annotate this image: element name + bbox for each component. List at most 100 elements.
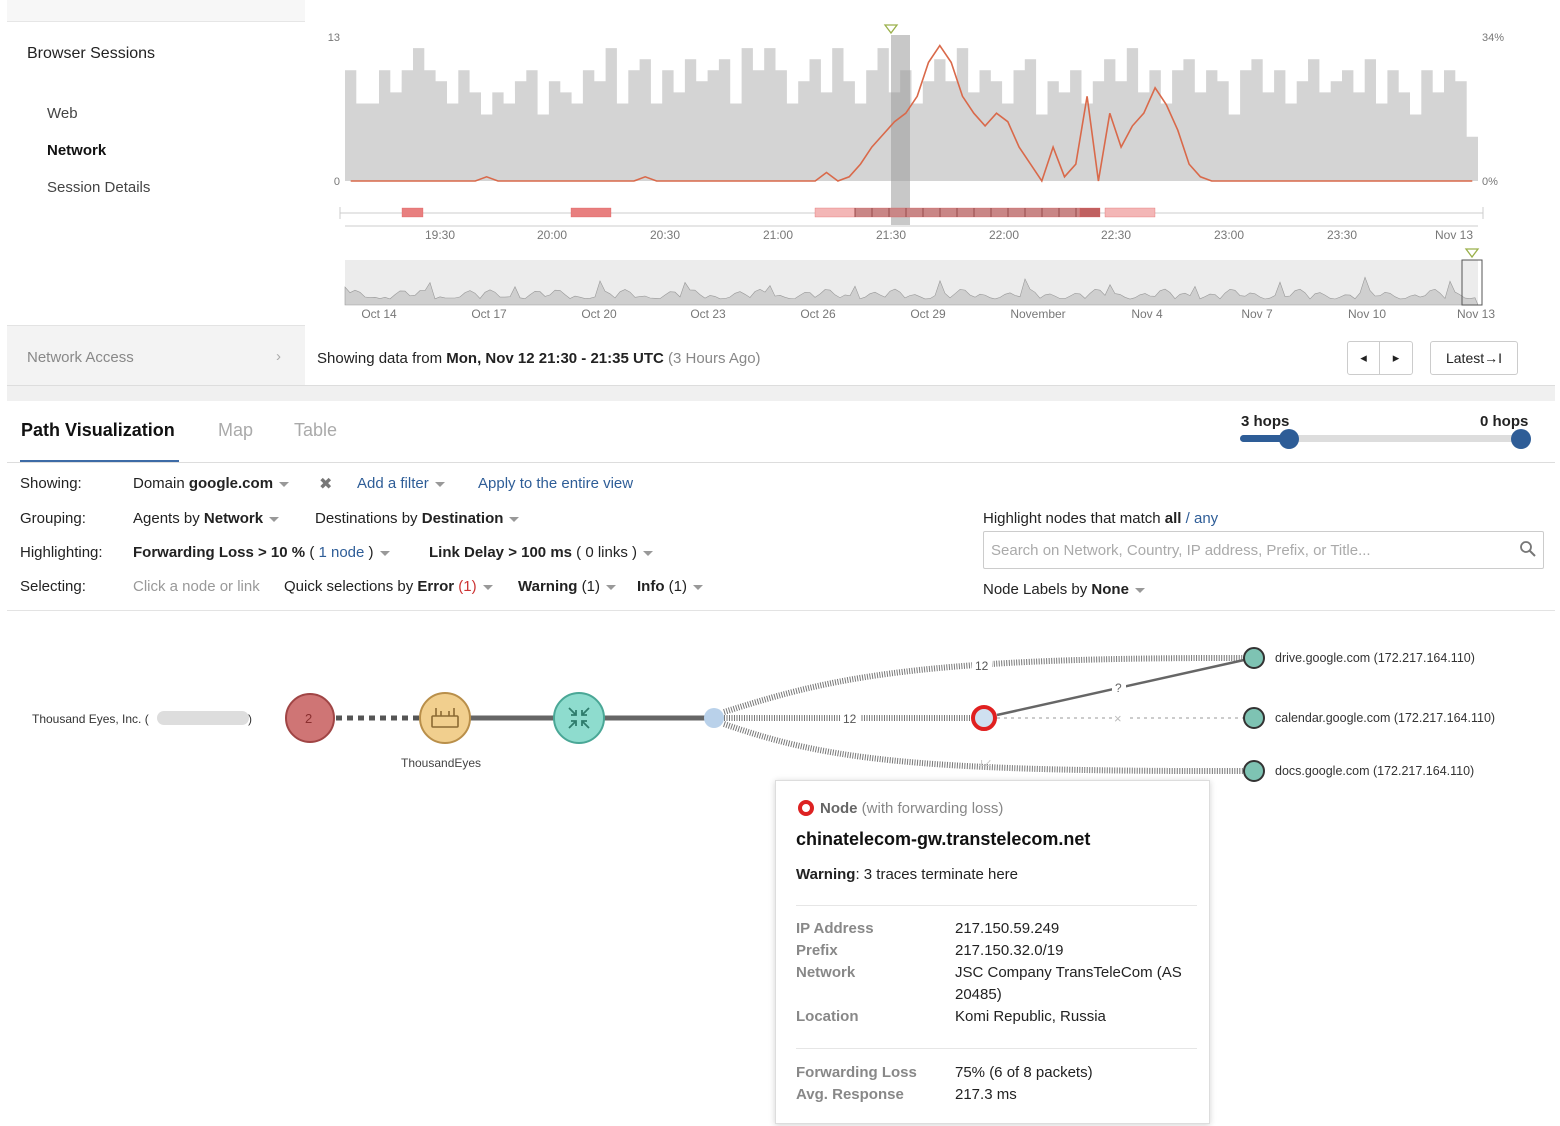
tooltip-divider bbox=[796, 905, 1197, 906]
chevron-down-icon bbox=[605, 584, 616, 590]
forwarding-loss-node[interactable] bbox=[971, 705, 997, 731]
chevron-down-icon bbox=[693, 584, 704, 590]
chevron-down-icon bbox=[434, 481, 445, 487]
chevron-down-icon bbox=[269, 516, 280, 522]
x-tick-label: 23:00 bbox=[1214, 228, 1244, 242]
router-node[interactable] bbox=[419, 692, 471, 744]
latest-button[interactable]: Latest→I bbox=[1430, 341, 1518, 375]
label-bg bbox=[1112, 680, 1126, 694]
y-right-max-label: 34% bbox=[1482, 32, 1504, 44]
info-count: (1) bbox=[668, 578, 688, 595]
tooltip-warning: Warning: 3 traces terminate here bbox=[796, 866, 1018, 883]
add-filter-button[interactable]: Add a filter bbox=[357, 475, 445, 492]
selected-marker-icon bbox=[883, 24, 899, 35]
destinations-grouping-dropdown[interactable]: Destinations by Destination bbox=[315, 510, 520, 527]
tooltip-type: Node bbox=[820, 800, 858, 817]
match-any-link[interactable]: any bbox=[1193, 510, 1219, 527]
highlight-search-input[interactable] bbox=[984, 532, 1504, 568]
add-filter-label: Add a filter bbox=[357, 475, 429, 492]
destination-node-calendar[interactable] bbox=[1243, 707, 1265, 729]
quick-prefix: Quick selections by bbox=[284, 578, 414, 595]
warning-count: (1) bbox=[581, 578, 600, 595]
agent-label: Thousand Eyes, Inc. ( bbox=[32, 712, 149, 726]
y-right-min-label: 0% bbox=[1482, 176, 1498, 188]
node-labels-dropdown[interactable]: Node Labels by None bbox=[983, 581, 1145, 598]
overview-window[interactable] bbox=[1461, 259, 1483, 306]
hops-slider-left-handle[interactable] bbox=[1279, 429, 1299, 449]
destination-label-drive: drive.google.com (172.217.164.110) bbox=[1275, 651, 1475, 665]
agents-grouping-dropdown[interactable]: Agents by Network bbox=[133, 510, 280, 527]
tab-path-visualization[interactable]: Path Visualization bbox=[21, 420, 175, 440]
domain-filter-dropdown[interactable]: Domain google.com bbox=[133, 475, 290, 492]
showing-prefix: Showing data from bbox=[317, 350, 447, 367]
hops-slider-right-handle[interactable] bbox=[1511, 429, 1531, 449]
domain-value: google.com bbox=[188, 475, 274, 492]
tab-table[interactable]: Table bbox=[294, 420, 338, 440]
timeline-chart[interactable]: 13 0 34% 0% 19:30 20:00 20:30 21:00 21:30 22:00 22… bbox=[305, 0, 1555, 385]
sidebar-item-web[interactable]: Web bbox=[47, 105, 78, 122]
search-icon[interactable] bbox=[1519, 540, 1537, 558]
tooltip-type-note: (with forwarding loss) bbox=[861, 800, 1004, 817]
tooltip-ip-label: IP Address bbox=[796, 920, 874, 937]
sidebar-item-session-details[interactable]: Session Details bbox=[47, 179, 151, 196]
link-delay-dropdown[interactable]: Link Delay > 100 ms ( 0 links ) bbox=[429, 544, 654, 561]
alert-segment[interactable] bbox=[401, 207, 424, 218]
fwd-count-link[interactable]: 1 node bbox=[318, 544, 365, 561]
tooltip-fwd-value: 75% (6 of 8 packets) bbox=[955, 1064, 1093, 1081]
overview-tick-label: Oct 23 bbox=[690, 307, 726, 321]
remove-filter-icon[interactable]: ✖ bbox=[319, 476, 333, 493]
sidebar-item-network[interactable]: Network bbox=[47, 142, 107, 159]
match-prefix: Highlight nodes that match bbox=[983, 510, 1161, 527]
alert-segment[interactable] bbox=[570, 207, 612, 218]
hops-right-label: 0 hops bbox=[1480, 413, 1529, 430]
destination-node-drive[interactable] bbox=[1243, 647, 1265, 669]
router-icon bbox=[431, 708, 459, 728]
node-labels-value: None bbox=[1091, 581, 1129, 598]
overview-marker-icon bbox=[1464, 248, 1480, 259]
x-tick-label: 19:30 bbox=[425, 228, 455, 242]
overview-tick-label: Oct 17 bbox=[471, 307, 507, 321]
dest-prefix: Destinations by bbox=[315, 510, 418, 527]
quick-select-error-dropdown[interactable]: Quick selections by Error (1) bbox=[284, 578, 493, 595]
hops-slider-track[interactable] bbox=[1240, 435, 1523, 442]
sidebar-item-network-access[interactable]: Network Access › bbox=[7, 325, 305, 387]
forwarding-loss-dropdown[interactable]: Forwarding Loss > 10 % ( 1 node ) bbox=[133, 544, 390, 561]
agent-count: 2 bbox=[305, 711, 312, 726]
chevron-down-icon bbox=[509, 516, 520, 522]
error-label: Error bbox=[417, 578, 455, 595]
showing-range-value: Mon, Nov 12 21:30 - 21:35 UTC bbox=[446, 350, 664, 367]
link-hub-to-drive[interactable] bbox=[723, 654, 1245, 715]
match-all[interactable]: all bbox=[1164, 510, 1182, 527]
tooltip-prefix-label: Prefix bbox=[796, 942, 838, 959]
alert-segment[interactable] bbox=[1104, 207, 1156, 218]
domain-prefix: Domain bbox=[133, 475, 185, 492]
y-left-min-label: 0 bbox=[334, 176, 340, 188]
tab-map[interactable]: Map bbox=[218, 420, 254, 440]
highlight-match-selector: Highlight nodes that match all / any bbox=[983, 510, 1218, 527]
chevron-down-icon bbox=[279, 481, 290, 487]
alert-segment[interactable] bbox=[1079, 207, 1101, 218]
label-bg bbox=[840, 711, 860, 725]
fwd-count-close: ) bbox=[368, 544, 374, 561]
x-tick-label: Nov 13 bbox=[1435, 228, 1473, 242]
destination-node-docs[interactable] bbox=[1243, 760, 1265, 782]
selected-interval-band[interactable] bbox=[891, 35, 910, 225]
x-marker: × bbox=[1114, 711, 1122, 726]
alert-segment[interactable] bbox=[814, 207, 856, 218]
node-labels-prefix: Node Labels by bbox=[983, 581, 1088, 598]
quick-select-info-dropdown[interactable]: Info (1) bbox=[637, 578, 704, 595]
aggregation-node[interactable] bbox=[704, 708, 724, 728]
overview-tick-label: Oct 26 bbox=[800, 307, 836, 321]
path-visualization-canvas[interactable]: 12 12 12 ? × Thousand Eyes, Inc. ( ) 2 T… bbox=[0, 612, 1560, 1126]
tooltip-network-value: JSC Company TransTeleCom (AS 20485) bbox=[955, 964, 1182, 1003]
showing-label: Showing: bbox=[20, 475, 82, 492]
gateway-node[interactable] bbox=[553, 692, 605, 744]
prev-button[interactable]: ◂ bbox=[1347, 341, 1380, 375]
agent-group-node[interactable] bbox=[285, 693, 335, 743]
y-left-max-label: 13 bbox=[328, 32, 340, 44]
next-button[interactable]: ▸ bbox=[1379, 341, 1413, 375]
destination-label-calendar: calendar.google.com (172.217.164.110) bbox=[1275, 711, 1495, 725]
tooltip-ip-value: 217.150.59.249 bbox=[955, 920, 1060, 937]
quick-select-warning-dropdown[interactable]: Warning (1) bbox=[518, 578, 616, 595]
apply-entire-view-link[interactable]: Apply to the entire view bbox=[478, 475, 634, 492]
